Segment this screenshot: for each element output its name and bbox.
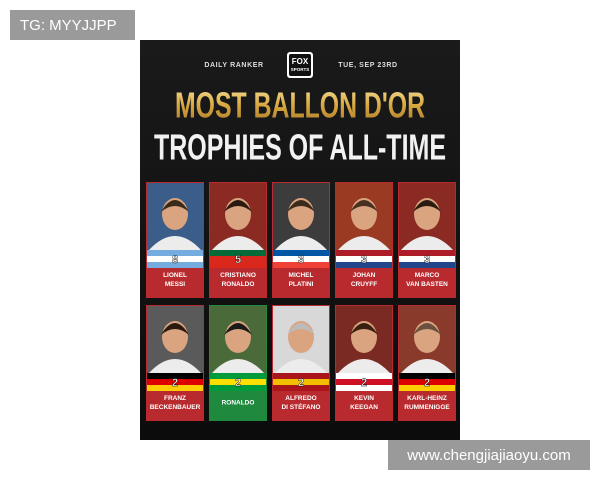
player-name: VAN BASTEN <box>406 281 448 288</box>
flag-stripe <box>147 379 203 385</box>
hair <box>413 200 441 212</box>
flag-stripe <box>147 256 203 262</box>
watermark-box <box>10 10 135 40</box>
shoulders <box>275 359 327 373</box>
player-name: ALFREDO <box>285 395 316 402</box>
shoulders <box>212 236 264 250</box>
flag-stripe <box>273 379 329 385</box>
logo-top: FOX <box>292 57 309 66</box>
flag-stripe <box>399 262 455 268</box>
watermark-box <box>388 440 590 470</box>
hair <box>161 200 189 212</box>
flag-stripe <box>147 262 203 268</box>
player-name: MARCO <box>415 272 440 279</box>
flag-stripe <box>399 379 455 385</box>
player-name: KEVIN <box>354 395 374 402</box>
trophy-count: 5 <box>235 254 241 266</box>
flag-stripe <box>336 262 392 268</box>
hair <box>413 323 441 335</box>
player-name: RUMMENIGGE <box>404 404 450 411</box>
flag-stripe <box>210 373 266 379</box>
hair <box>287 200 315 212</box>
trophy-count: 2 <box>298 377 304 389</box>
shoulders <box>338 236 390 250</box>
cards: 8 LIONEL MESSI 5 CRISTIANO RONALDO 3 MICHEL PLAT… <box>146 182 456 421</box>
watermark-top: TG: MYYJJPP <box>20 17 117 34</box>
shoulders <box>149 236 201 250</box>
logo-bottom: SPORTS <box>291 67 310 72</box>
flag-stripe <box>210 250 266 256</box>
trophy-count: 3 <box>298 254 304 266</box>
hair <box>161 323 189 335</box>
trophy-count: 2 <box>235 377 241 389</box>
player-name: MESSI <box>165 281 185 288</box>
flag-stripe <box>147 373 203 379</box>
flag-stripe <box>147 250 203 256</box>
player-name: RONALDO <box>222 400 255 407</box>
flag-stripe <box>336 256 392 262</box>
trophy-count: 2 <box>424 377 430 389</box>
flag-stripe <box>399 373 455 379</box>
header-left: DAILY RANKER <box>204 62 263 69</box>
flag-stripe <box>336 379 392 385</box>
watermark-bottom: www.chengjiajiaoyu.com <box>406 447 570 464</box>
player-name: KARL-HEINZ <box>407 395 447 402</box>
hair <box>350 200 378 212</box>
player-name: KEEGAN <box>350 404 378 411</box>
hair <box>224 323 252 335</box>
player-name: LIONEL <box>163 272 187 279</box>
flag-stripe <box>273 256 329 262</box>
shoulders <box>275 236 327 250</box>
header-right: TUE, SEP 23RD <box>338 62 397 69</box>
flag-stripe <box>147 385 203 391</box>
title-line-2: TROPHIES OF ALL-TIME <box>154 127 446 168</box>
flag-stripe <box>336 250 392 256</box>
shoulders <box>212 359 264 373</box>
hair <box>350 323 378 335</box>
hair <box>287 323 315 335</box>
flag-stripe <box>210 379 266 385</box>
flag-stripe <box>273 373 329 379</box>
player-name: JOHAN <box>353 272 376 279</box>
logo-inner <box>289 54 311 76</box>
flag-stripe <box>399 385 455 391</box>
trophy-count: 2 <box>361 377 367 389</box>
shoulders <box>401 236 453 250</box>
title-line-1: MOST BALLON D'OR <box>175 85 425 126</box>
trophy-count: 3 <box>361 254 367 266</box>
trophy-count: 2 <box>172 377 178 389</box>
player-name: CRISTIANO <box>220 272 256 279</box>
shoulders <box>401 359 453 373</box>
hair <box>224 200 252 212</box>
flag-stripe <box>273 385 329 391</box>
flag-stripe <box>210 256 266 262</box>
player-name: PLATINI <box>289 281 314 288</box>
shoulders <box>338 359 390 373</box>
player-name: FRANZ <box>164 395 186 402</box>
flag-stripe <box>273 250 329 256</box>
player-name: DI STÉFANO <box>281 402 320 411</box>
flag-stripe <box>336 373 392 379</box>
flag-stripe <box>210 262 266 268</box>
flag-stripe <box>336 385 392 391</box>
flag-stripe <box>399 250 455 256</box>
player-name: CRUYFF <box>351 281 377 288</box>
flag-stripe <box>273 262 329 268</box>
player-name: RONALDO <box>222 281 255 288</box>
player-name: MICHEL <box>289 272 314 279</box>
player-name: BECKENBAUER <box>150 404 201 411</box>
trophy-count: 3 <box>424 254 430 266</box>
trophy-count: 8 <box>172 254 178 266</box>
shoulders <box>149 359 201 373</box>
flag-stripe <box>210 385 266 391</box>
flag-stripe <box>399 256 455 262</box>
